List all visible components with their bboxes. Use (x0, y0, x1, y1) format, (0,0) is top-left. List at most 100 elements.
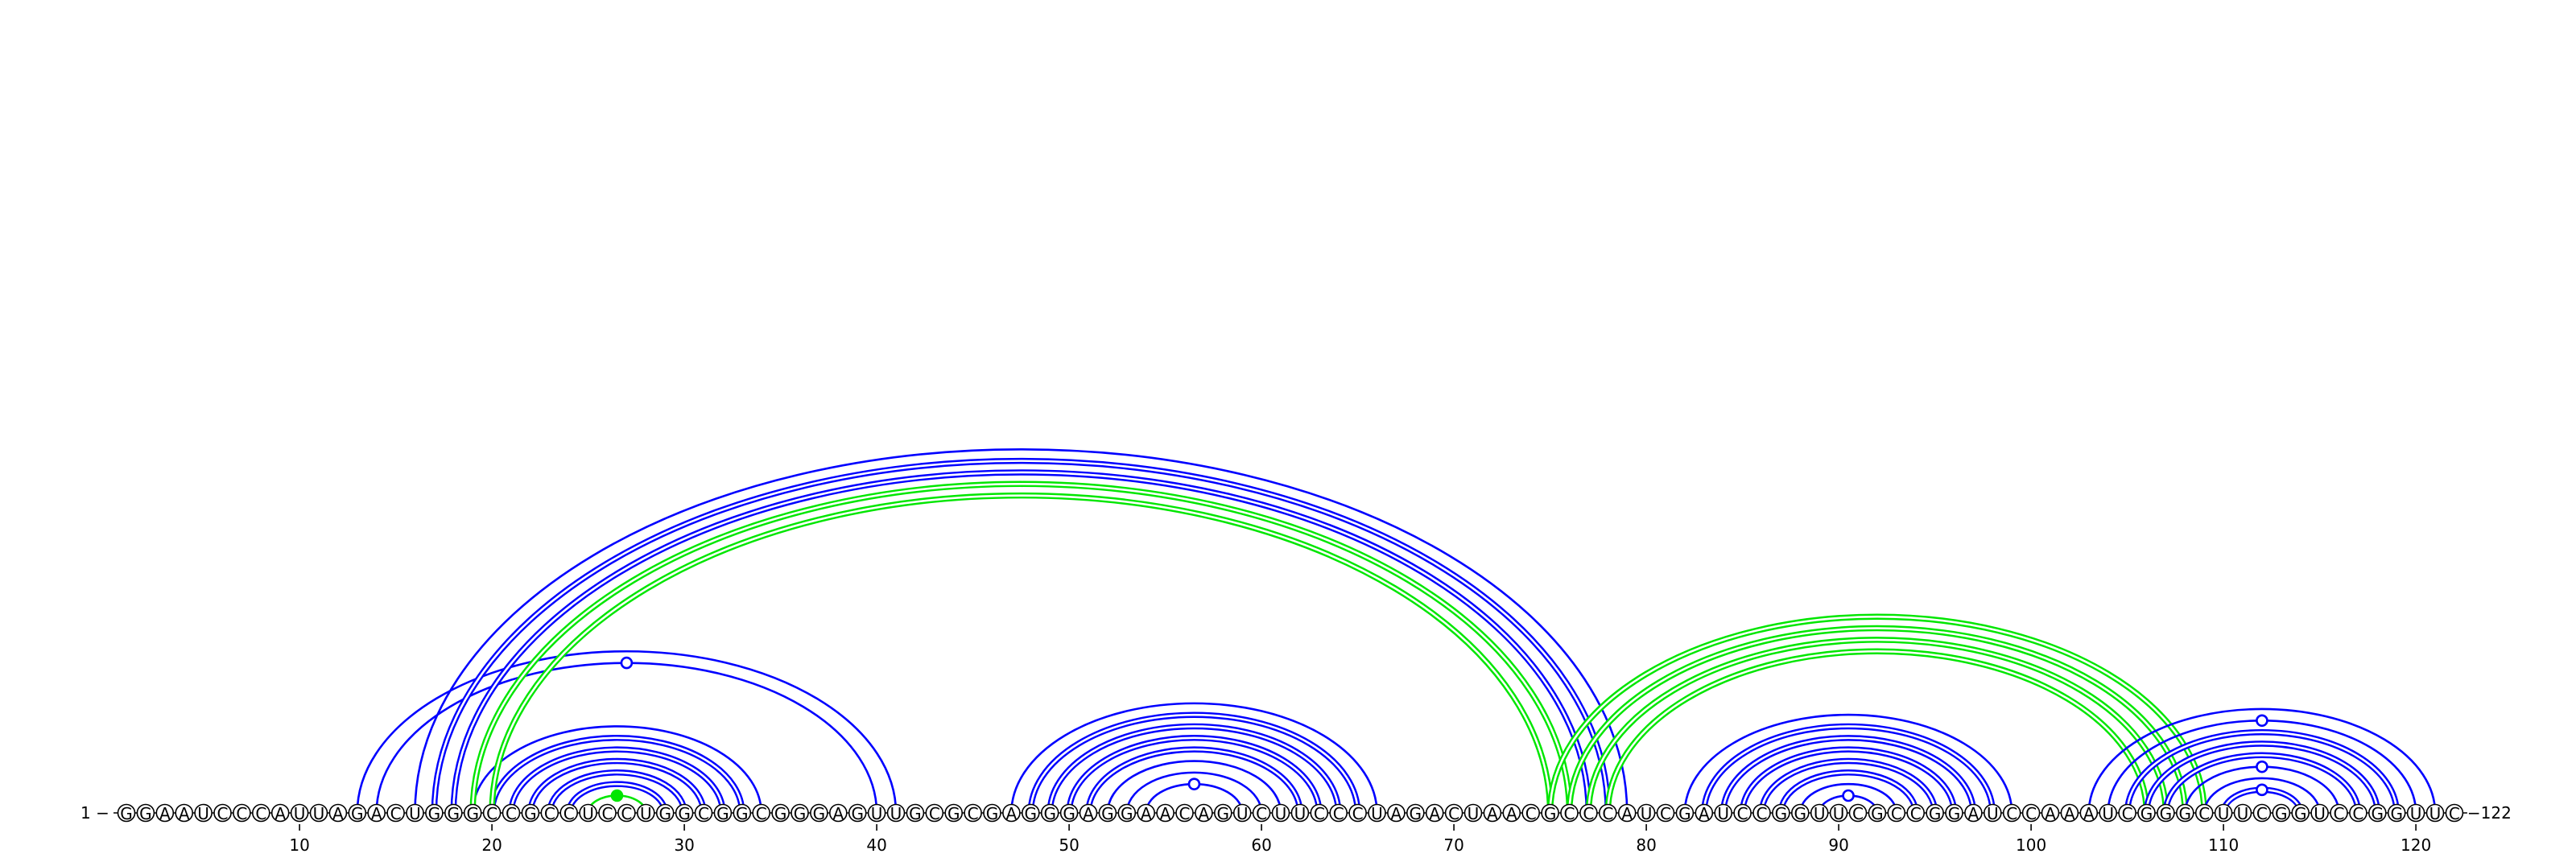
nucleotide-35: G (771, 803, 790, 823)
base-pair-arc-20-75 (489, 492, 1554, 814)
nucleotide-112: C (2252, 803, 2272, 823)
nucleotide-43: C (925, 803, 944, 823)
base-pair-arc-13-41 (356, 650, 898, 814)
tick-70: 70 (1443, 824, 1464, 855)
nucleotide-letter: A (1160, 804, 1171, 823)
base-pair-arc-85-96 (1739, 746, 1958, 814)
nucleotide-102: A (2060, 803, 2079, 823)
base-pair-arc-23-30 (547, 769, 687, 814)
tick-label: 40 (866, 835, 886, 855)
nucleotide-letter: G (1544, 804, 1557, 823)
nucleotide-letter: C (1583, 804, 1594, 823)
nucleotide-24: C (559, 803, 579, 823)
nucleotide-49: G (1040, 803, 1059, 823)
nucleotide-letter: C (564, 804, 575, 823)
nucleotide-letter: A (1006, 804, 1018, 823)
nucleotide-letter: G (658, 804, 671, 823)
nucleotide-letter: G (986, 804, 999, 823)
nucleotide-letter: G (716, 804, 729, 823)
tick-50: 50 (1059, 824, 1080, 855)
position-axis: 10 20 30 40 50 60 70 80 90 100 110 120 (289, 824, 2431, 855)
nucleotide-70: C (1444, 803, 1463, 823)
nucleotide-46: G (983, 803, 1001, 823)
nucleotide-74: C (1521, 803, 1540, 823)
nucleotide-letter: C (2256, 804, 2268, 823)
base-pair-arc-24-29 (565, 781, 668, 814)
nucleotide-letter: C (698, 804, 709, 823)
nucleotide-83: A (1695, 803, 1714, 823)
nucleotide-letter: U (1987, 804, 1999, 823)
nucleotide-19: G (463, 803, 482, 823)
nucleotide-78: C (1599, 803, 1617, 823)
base-pair-arc-19-76 (469, 480, 1573, 814)
arc-marker (2256, 760, 2268, 773)
nucleotide-14: A (367, 803, 386, 823)
nucleotide-letter: C (1737, 804, 1748, 823)
tick-90: 90 (1828, 824, 1849, 855)
nucleotide-110: U (2214, 803, 2233, 823)
nucleotide-6: C (213, 803, 232, 823)
nucleotide-57: A (1195, 803, 1213, 823)
tick-10: 10 (289, 824, 310, 855)
nucleotide-73: A (1502, 803, 1521, 823)
nucleotide-letter: C (544, 804, 555, 823)
sequence-start-label: 1 − (80, 803, 109, 823)
nucleotide-13: G (348, 803, 367, 823)
base-pair-arcs (356, 447, 2437, 814)
nucleotide-99: C (2002, 803, 2021, 823)
nucleotide-33: G (733, 803, 752, 823)
nucleotide-letter: G (1929, 804, 1942, 823)
nucleotide-letter: A (2045, 804, 2056, 823)
nucleotide-letter: A (275, 804, 286, 823)
tick-80: 80 (1636, 824, 1657, 855)
nucleotide-1: G (117, 803, 136, 823)
nucleotide-letter: C (1333, 804, 1344, 823)
nucleotide-letter: C (1852, 804, 1864, 823)
nucleotide-letter: G (1794, 804, 1807, 823)
nucleotide-111: U (2233, 803, 2252, 823)
nucleotide-29: G (655, 803, 675, 823)
nucleotide-letter: A (1621, 804, 1633, 823)
nucleotide-75: G (1541, 803, 1559, 823)
nucleotide-16: U (406, 803, 424, 823)
base-pair-arc-48-65 (1027, 711, 1361, 814)
nucleotide-letter: G (139, 804, 152, 823)
base-pair-arc-50-63 (1066, 735, 1323, 814)
nucleotide-90: U (1829, 803, 1848, 823)
nucleotide-79: A (1617, 803, 1637, 823)
nucleotide-52: G (1098, 803, 1117, 823)
nucleotide-letter: C (2334, 804, 2345, 823)
nucleotide-letter: G (909, 804, 922, 823)
nucleotide-64: C (1329, 803, 1348, 823)
nucleotide-58: G (1214, 803, 1232, 823)
nucleotide-letter: U (2410, 804, 2422, 823)
nucleotide-letter: C (486, 804, 497, 823)
nucleotide-letter: A (2064, 804, 2075, 823)
nucleotide-120: U (2406, 803, 2425, 823)
base-pair-arc-87-94 (1777, 769, 1919, 814)
nucleotide-letter: A (1199, 804, 1210, 823)
nucleotide-letter: U (1275, 804, 1287, 823)
nucleotide-25: U (579, 803, 597, 823)
nucleotide-107: G (2157, 803, 2175, 823)
nucleotide-letter: A (1429, 804, 1440, 823)
nucleotide-12: A (328, 803, 348, 823)
nucleotide-letter: G (1871, 804, 1884, 823)
nucleotide-letter: G (2179, 804, 2192, 823)
nucleotide-letter: G (1121, 804, 1133, 823)
nucleotide-letter: C (506, 804, 517, 823)
nucleotide-letter: U (1236, 804, 1249, 823)
tick-label: 80 (1636, 835, 1656, 855)
nucleotide-letter: C (1448, 804, 1459, 823)
tick-label: 20 (481, 835, 502, 855)
tick-120: 120 (2401, 824, 2431, 855)
nucleotide-letter: G (678, 804, 691, 823)
nucleotide-95: G (1926, 803, 1944, 823)
nucleotide-letter: U (1294, 804, 1307, 823)
base-pair-arc-17-78 (431, 457, 1612, 814)
tick-110: 110 (2208, 824, 2239, 855)
nucleotide-2: G (136, 803, 155, 823)
nucleotide-letter: C (621, 804, 632, 823)
